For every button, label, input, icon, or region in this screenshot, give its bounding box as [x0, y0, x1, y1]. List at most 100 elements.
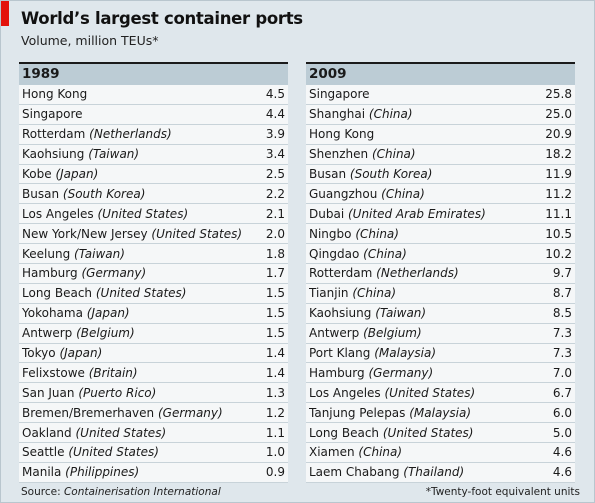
port-country: (China) — [371, 147, 416, 162]
port-country: (United States) — [75, 425, 167, 440]
table-header-year: 2009 — [306, 62, 575, 85]
port-country: (China) — [363, 246, 407, 261]
port-name: Long Beach — [309, 425, 380, 440]
table-row: Busan (South Korea) 2.2 — [19, 184, 288, 205]
volume-value: 1.4 — [265, 365, 285, 380]
table-row: Guangzhou (China) 11.2 — [306, 184, 575, 205]
port-country: (Germany) — [368, 365, 434, 380]
port-name: Keelung — [22, 246, 71, 261]
port-cell: Busan (South Korea) — [309, 167, 532, 181]
port-country: (Philippines) — [65, 465, 140, 480]
port-country: (China) — [355, 226, 399, 241]
port-name: Rotterdam — [309, 266, 373, 281]
port-cell: Yokohama (Japan) — [22, 306, 245, 320]
table-row: Hong Kong 20.9 — [306, 124, 575, 145]
volume-value: 1.4 — [265, 346, 285, 361]
table-row: Hamburg (Germany) 1.7 — [19, 264, 288, 284]
port-cell: Singapore — [309, 87, 532, 101]
port-cell: Hong Kong — [22, 87, 245, 101]
port-name: Bremen/Bremerhaven — [22, 405, 155, 420]
chart-title: World’s largest container ports — [21, 9, 303, 28]
port-name: Hamburg — [22, 266, 78, 281]
volume-value: 18.2 — [545, 147, 572, 162]
table-row: Rotterdam (Netherlands) 3.9 — [19, 124, 288, 145]
volume-value: 2.0 — [265, 226, 285, 241]
volume-value: 3.9 — [265, 127, 285, 142]
volume-value: 7.3 — [552, 326, 572, 341]
red-accent-bar — [1, 1, 9, 26]
volume-value: 9.7 — [552, 266, 572, 281]
table-row: New York/New Jersey (United States) 2.0 — [19, 224, 288, 245]
port-country: (Japan) — [86, 306, 130, 321]
volume-value: 1.1 — [265, 425, 285, 440]
port-country: (China) — [381, 186, 425, 201]
table-row: Oakland (United States) 1.1 — [19, 423, 288, 444]
port-country: (United States) — [68, 445, 159, 460]
port-country: (United States) — [382, 425, 474, 440]
volume-value: 2.2 — [265, 186, 285, 201]
port-name: Singapore — [309, 87, 370, 102]
port-cell: Tanjung Pelepas (Malaysia) — [309, 406, 532, 420]
port-cell: Kobe (Japan) — [22, 167, 245, 181]
port-country: (Taiwan) — [88, 147, 140, 162]
table-row: Los Angeles (United States) 2.1 — [19, 204, 288, 225]
volume-value: 1.8 — [265, 246, 285, 261]
port-name: Los Angeles — [22, 206, 94, 221]
table-row: Bremen/Bremerhaven (Germany) 1.2 — [19, 403, 288, 424]
port-cell: Seattle (United States) — [22, 445, 245, 459]
table-row: Antwerp (Belgium) 7.3 — [306, 323, 575, 344]
port-country: (Malaysia) — [409, 405, 472, 420]
volume-value: 5.0 — [552, 425, 572, 440]
port-cell: San Juan (Puerto Rico) — [22, 386, 245, 400]
port-name: Laem Chabang — [309, 465, 400, 480]
port-name: Kaohsiung — [22, 147, 85, 162]
port-name: Hong Kong — [22, 87, 88, 102]
port-cell: Shenzhen (China) — [309, 147, 532, 161]
port-country: (Taiwan) — [74, 246, 125, 261]
port-name: New York/New Jersey — [22, 226, 148, 241]
port-cell: Hamburg (Germany) — [22, 266, 245, 280]
table-row: Port Klang (Malaysia) 7.3 — [306, 343, 575, 364]
source-publication: Containerisation International — [63, 486, 221, 498]
port-cell: Dubai (United Arab Emirates) — [309, 207, 532, 221]
volume-value: 6.7 — [552, 385, 572, 400]
port-country: (Taiwan) — [375, 306, 427, 321]
volume-value: 8.7 — [552, 286, 572, 301]
volume-value: 7.0 — [552, 365, 572, 380]
port-country: (United States) — [151, 226, 243, 241]
port-country: (United States) — [97, 206, 189, 221]
table-row: Shanghai (China) 25.0 — [306, 104, 575, 125]
table-row: Tanjung Pelepas (Malaysia) 6.0 — [306, 403, 575, 424]
port-name: Xiamen — [309, 445, 355, 460]
port-cell: Shanghai (China) — [309, 107, 532, 121]
port-cell: Tokyo (Japan) — [22, 346, 245, 360]
port-country: (Japan) — [55, 167, 99, 181]
port-cell: Rotterdam (Netherlands) — [22, 127, 245, 141]
volume-value: 11.1 — [545, 206, 572, 221]
port-country: (Belgium) — [363, 326, 422, 341]
volume-value: 25.8 — [545, 87, 572, 102]
table-row: Yokohama (Japan) 1.5 — [19, 303, 288, 324]
port-cell: Guangzhou (China) — [309, 187, 532, 201]
port-name: Singapore — [22, 107, 83, 122]
volume-value: 1.0 — [265, 445, 285, 460]
table-row: Tianjin (China) 8.7 — [306, 283, 575, 304]
table-row: Seattle (United States) 1.0 — [19, 443, 288, 463]
port-cell: Singapore — [22, 107, 245, 121]
table-row: Kobe (Japan) 2.5 — [19, 164, 288, 185]
port-country: (United States) — [95, 286, 187, 301]
volume-value: 1.5 — [265, 286, 285, 301]
volume-value: 4.6 — [552, 465, 572, 480]
table-row: Busan (South Korea) 11.9 — [306, 164, 575, 185]
table-row: Manila (Philippines) 0.9 — [19, 462, 288, 483]
port-name: San Juan — [22, 385, 75, 400]
port-cell: Ningbo (China) — [309, 227, 532, 241]
port-name: Long Beach — [22, 286, 93, 301]
volume-value: 8.5 — [552, 306, 572, 321]
volume-value: 4.6 — [552, 445, 572, 460]
port-cell: Laem Chabang (Thailand) — [309, 465, 532, 479]
table-row: Singapore 4.4 — [19, 104, 288, 125]
table-header-year: 1989 — [19, 62, 288, 85]
table-row: Tokyo (Japan) 1.4 — [19, 343, 288, 364]
